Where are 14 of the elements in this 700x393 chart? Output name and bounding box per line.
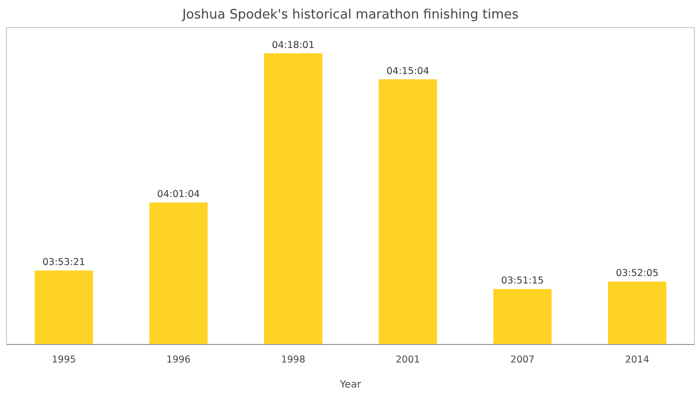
x-tick-label: 2001 — [396, 354, 420, 366]
data-label: 03:53:21 — [42, 256, 86, 268]
x-tick-label: 2007 — [510, 354, 535, 366]
data-label: 03:51:15 — [501, 275, 544, 286]
data-label: 03:52:05 — [616, 268, 659, 280]
x-tick-label: 1995 — [52, 354, 76, 366]
x-tick-label: 1996 — [166, 354, 191, 366]
x-tick-label: 1998 — [281, 354, 306, 366]
x-tick-label: 2014 — [625, 354, 650, 366]
data-label: 04:01:04 — [157, 189, 200, 200]
chart-title: Joshua Spodek's historical marathon finishing times — [181, 8, 519, 22]
data-label: 04:18:01 — [272, 40, 315, 51]
x-axis-title: Year — [338, 380, 362, 390]
data-label: 04:15:04 — [386, 66, 430, 77]
